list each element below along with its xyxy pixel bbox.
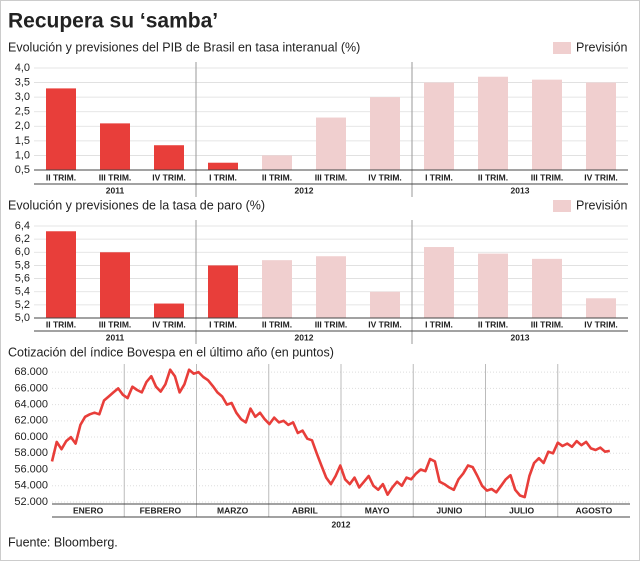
bar — [532, 79, 562, 170]
x-tick-label: I TRIM. — [209, 319, 237, 329]
title: Recupera su ‘samba’ — [8, 10, 218, 33]
x-tick-label: I TRIM. — [425, 319, 453, 329]
y-tick-label: 5,6 — [15, 272, 30, 284]
y-tick-label: 56.000 — [14, 463, 48, 475]
x-tick-label: IV TRIM. — [368, 319, 402, 329]
x-tick-label: II TRIM. — [46, 172, 76, 182]
y-tick-label: 3,0 — [15, 91, 30, 103]
x-tick-label: JUNIO — [436, 505, 462, 515]
bar — [154, 145, 184, 170]
group-label: 2011 — [106, 185, 125, 195]
x-tick-label: II TRIM. — [478, 172, 508, 182]
group-label: 2012 — [295, 185, 314, 195]
x-tick-label: IV TRIM. — [152, 319, 186, 329]
bar — [46, 88, 76, 170]
y-tick-label: 6,0 — [15, 246, 30, 258]
bar — [208, 265, 238, 318]
x-tick-label: I TRIM. — [209, 172, 237, 182]
bar — [532, 258, 562, 318]
y-tick-label: 60.000 — [14, 431, 48, 443]
bar — [262, 155, 292, 170]
bar — [586, 298, 616, 318]
x-tick-label: II TRIM. — [262, 319, 292, 329]
group-label: 2012 — [332, 519, 351, 529]
y-tick-label: 64.000 — [14, 398, 48, 410]
chart-title: Cotización del índice Bovespa en el últi… — [8, 345, 334, 359]
y-tick-label: 5,0 — [15, 312, 30, 324]
y-tick-label: 54.000 — [14, 480, 48, 492]
bar — [154, 303, 184, 318]
y-tick-label: 58.000 — [14, 447, 48, 459]
x-tick-label: III TRIM. — [315, 319, 348, 329]
y-tick-label: 3,5 — [15, 76, 30, 88]
x-tick-label: III TRIM. — [99, 172, 132, 182]
bar — [262, 260, 292, 318]
index-line — [50, 368, 611, 499]
bar — [586, 82, 616, 170]
x-tick-label: JULIO — [509, 505, 534, 515]
y-tick-label: 62.000 — [14, 415, 48, 427]
chart-title: Evolución y previsiones de la tasa de pa… — [8, 198, 265, 212]
bar — [370, 291, 400, 318]
y-tick-label: 2,5 — [15, 106, 30, 118]
legend-label: Previsión — [576, 40, 627, 54]
x-tick-label: IV TRIM. — [584, 172, 618, 182]
x-tick-label: III TRIM. — [531, 319, 564, 329]
group-label: 2011 — [106, 332, 125, 342]
bar — [100, 252, 130, 318]
x-tick-label: AGOSTO — [576, 505, 613, 515]
chart-title: Evolución y previsiones del PIB de Brasi… — [8, 40, 360, 54]
bar — [478, 76, 508, 170]
bar — [370, 97, 400, 170]
y-tick-label: 6,4 — [15, 220, 30, 232]
y-tick-label: 1,5 — [15, 135, 30, 147]
x-tick-label: II TRIM. — [46, 319, 76, 329]
bar — [46, 231, 76, 318]
bar — [208, 162, 238, 170]
source: Fuente: Bloomberg. — [8, 535, 118, 549]
bar — [424, 247, 454, 318]
y-tick-label: 5,8 — [15, 259, 30, 271]
y-tick-label: 66.000 — [14, 382, 48, 394]
x-tick-label: IV TRIM. — [584, 319, 618, 329]
group-label: 2013 — [511, 332, 530, 342]
x-tick-label: III TRIM. — [315, 172, 348, 182]
bar — [424, 82, 454, 170]
x-tick-label: II TRIM. — [478, 319, 508, 329]
x-tick-label: III TRIM. — [531, 172, 564, 182]
bar — [316, 117, 346, 170]
x-tick-label: ABRIL — [292, 505, 318, 515]
bar — [100, 123, 130, 170]
x-tick-label: II TRIM. — [262, 172, 292, 182]
y-tick-label: 5,4 — [15, 286, 30, 298]
y-tick-label: 68.000 — [14, 366, 48, 378]
y-tick-label: 5,2 — [15, 299, 30, 311]
x-tick-label: IV TRIM. — [368, 172, 402, 182]
bar — [316, 256, 346, 318]
x-tick-label: FEBRERO — [140, 505, 182, 515]
y-tick-label: 2,0 — [15, 120, 30, 132]
x-tick-label: III TRIM. — [99, 319, 132, 329]
x-tick-label: MARZO — [217, 505, 249, 515]
x-tick-label: I TRIM. — [425, 172, 453, 182]
x-tick-label: MAYO — [365, 505, 390, 515]
x-tick-label: ENERO — [73, 505, 104, 515]
legend-label: Previsión — [576, 198, 627, 212]
x-tick-label: IV TRIM. — [152, 172, 186, 182]
y-tick-label: 6,2 — [15, 233, 30, 245]
legend-swatch — [553, 42, 571, 54]
y-tick-label: 1,0 — [15, 149, 30, 161]
group-label: 2012 — [295, 332, 314, 342]
y-tick-label: 0,5 — [15, 164, 30, 176]
y-tick-label: 52.000 — [14, 496, 48, 508]
y-tick-label: 4,0 — [15, 62, 30, 74]
bar — [478, 253, 508, 318]
group-label: 2013 — [511, 185, 530, 195]
legend-swatch — [553, 200, 571, 212]
